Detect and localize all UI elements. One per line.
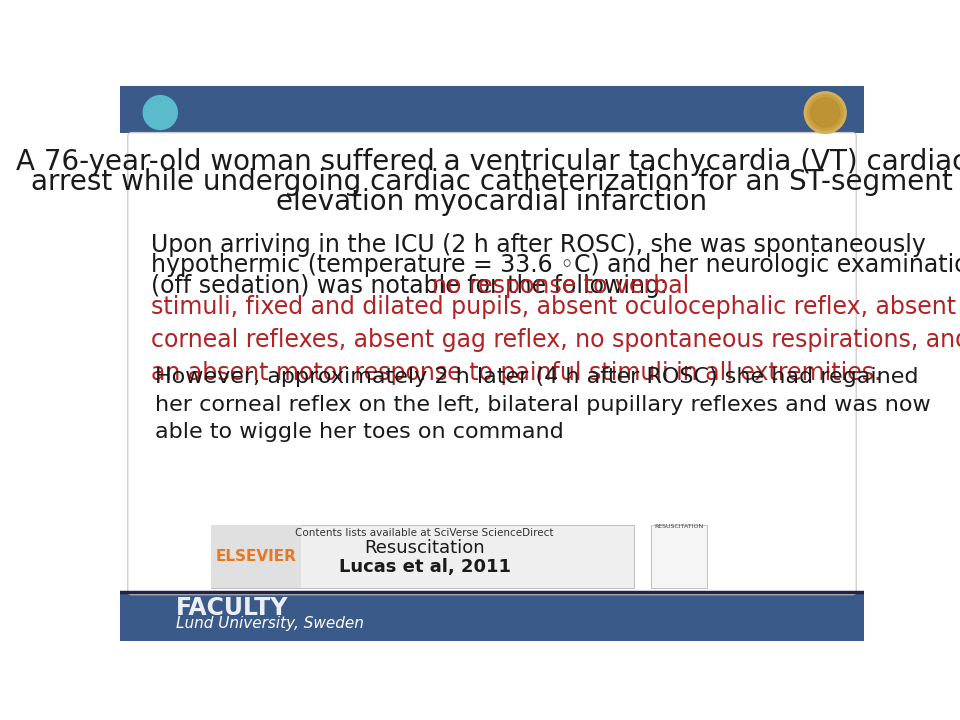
Text: However, approximately 2 h later (4 h after ROSC) she had regained
her corneal r: However, approximately 2 h later (4 h af… bbox=[155, 367, 930, 443]
Circle shape bbox=[807, 95, 843, 130]
Text: elevation myocardial infarction: elevation myocardial infarction bbox=[276, 188, 708, 216]
Text: Lund University, Sweden: Lund University, Sweden bbox=[176, 616, 364, 631]
FancyBboxPatch shape bbox=[120, 86, 864, 132]
FancyBboxPatch shape bbox=[211, 526, 300, 588]
Text: arrest while undergoing cardiac catheterization for an ST-segment: arrest while undergoing cardiac catheter… bbox=[31, 168, 953, 196]
Text: A 76-year-old woman suffered a ventricular tachycardia (VT) cardiac: A 76-year-old woman suffered a ventricul… bbox=[16, 148, 960, 176]
Text: (off sedation) was notable for the following:: (off sedation) was notable for the follo… bbox=[151, 274, 675, 298]
Text: ELSEVIER: ELSEVIER bbox=[215, 549, 296, 564]
Circle shape bbox=[143, 96, 178, 130]
Text: Resuscitation: Resuscitation bbox=[364, 539, 485, 557]
Text: Lucas et al, 2011: Lucas et al, 2011 bbox=[339, 559, 511, 577]
Text: no response to verbal: no response to verbal bbox=[432, 274, 689, 298]
FancyBboxPatch shape bbox=[128, 132, 856, 595]
Text: Contents lists available at SciVerse ScienceDirect: Contents lists available at SciVerse Sci… bbox=[296, 528, 554, 539]
Text: FACULTY: FACULTY bbox=[176, 596, 288, 621]
FancyBboxPatch shape bbox=[120, 593, 864, 641]
Text: Upon arriving in the ICU (2 h after ROSC), she was spontaneously: Upon arriving in the ICU (2 h after ROSC… bbox=[151, 233, 925, 257]
Circle shape bbox=[804, 91, 846, 133]
Circle shape bbox=[810, 98, 840, 127]
Text: stimuli, fixed and dilated pupils, absent oculocephalic reflex, absent
corneal r: stimuli, fixed and dilated pupils, absen… bbox=[151, 295, 960, 385]
Text: hypothermic (temperature = 33.6 ◦C) and her neurologic examination: hypothermic (temperature = 33.6 ◦C) and … bbox=[151, 253, 960, 277]
Text: RESUSCITATION: RESUSCITATION bbox=[654, 523, 704, 528]
FancyBboxPatch shape bbox=[211, 526, 634, 588]
FancyBboxPatch shape bbox=[651, 526, 707, 588]
